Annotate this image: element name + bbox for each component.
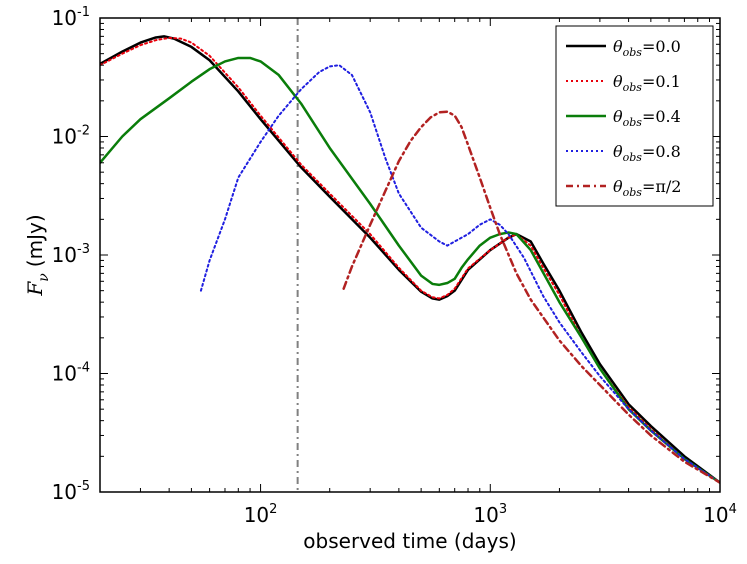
y-tick-exp: -2 — [77, 124, 90, 139]
legend-subscript: obs — [623, 116, 643, 129]
series-line-4 — [342, 110, 720, 484]
series-line-2 — [100, 56, 720, 484]
y-tick-exp: -4 — [77, 361, 90, 376]
x-axis-title: observed time (days) — [303, 529, 516, 553]
x-tick-label: 104 — [703, 502, 737, 527]
x-tick-exp: 2 — [269, 502, 277, 517]
x-tick-base: 10 — [703, 503, 728, 527]
legend-label-0: θobs=0.0 — [613, 37, 681, 59]
y-axis-subscript: ν — [36, 273, 52, 282]
x-tick-exp: 4 — [729, 502, 737, 517]
legend-label-4: θobs=π/2 — [613, 177, 681, 199]
legend-equals: = — [642, 142, 655, 161]
y-axis-unit: (mJy) — [23, 214, 47, 267]
legend-subscript: obs — [623, 46, 643, 59]
legend-theta: θ — [613, 142, 623, 161]
x-tick-base: 10 — [244, 503, 269, 527]
legend-theta: θ — [613, 177, 623, 196]
legend-equals: = — [642, 37, 655, 56]
legend-value: 0.8 — [655, 142, 680, 161]
legend-theta: θ — [613, 37, 623, 56]
legend-value: 0.1 — [655, 72, 680, 91]
y-tick-exp: -3 — [77, 242, 90, 257]
legend-theta: θ — [613, 107, 623, 126]
legend-equals: = — [642, 72, 655, 91]
legend-subscript: obs — [623, 186, 643, 199]
series-line-3 — [199, 64, 720, 484]
legend-value: π/2 — [655, 177, 681, 196]
y-tick-base: 10 — [52, 480, 77, 504]
y-tick-label: 10-5 — [52, 479, 90, 504]
y-tick-label: 10-1 — [52, 5, 90, 30]
y-axis-symbol: F — [23, 281, 47, 297]
legend-subscript: obs — [623, 151, 643, 164]
legend-label-2: θobs=0.4 — [613, 107, 681, 129]
y-axis-title: Fν (mJy) — [23, 214, 52, 296]
legend-label-1: θobs=0.1 — [613, 72, 681, 94]
series-layer — [100, 18, 720, 492]
y-tick-label: 10-2 — [52, 124, 90, 149]
legend-value: 0.4 — [655, 107, 680, 126]
legend-subscript: obs — [623, 81, 643, 94]
y-tick-label: 10-4 — [52, 361, 90, 386]
series-line-0 — [100, 35, 720, 484]
x-tick-exp: 3 — [499, 502, 507, 517]
y-tick-base: 10 — [52, 243, 77, 267]
legend-value: 0.0 — [655, 37, 680, 56]
y-tick-base: 10 — [52, 6, 77, 30]
y-tick-label: 10-3 — [52, 242, 90, 267]
x-tick-label: 103 — [473, 502, 507, 527]
legend-label-3: θobs=0.8 — [613, 142, 681, 164]
y-tick-exp: -1 — [77, 5, 90, 20]
legend-equals: = — [642, 177, 655, 196]
y-tick-base: 10 — [52, 125, 77, 149]
x-tick-label: 102 — [244, 502, 278, 527]
x-tick-base: 10 — [473, 503, 498, 527]
legend-theta: θ — [613, 72, 623, 91]
y-tick-base: 10 — [52, 362, 77, 386]
y-tick-exp: -5 — [77, 479, 90, 494]
legend-equals: = — [642, 107, 655, 126]
